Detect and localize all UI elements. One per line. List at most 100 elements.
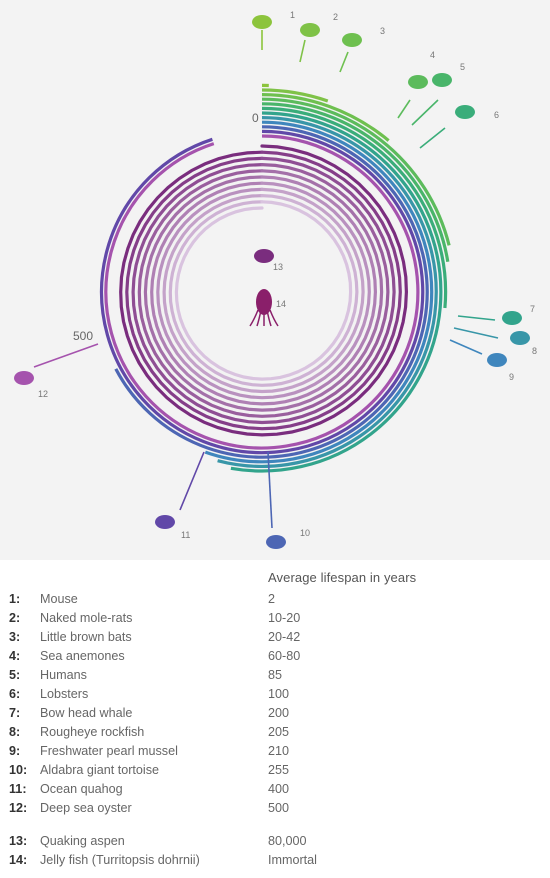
- legend-species-name: Jelly fish (Turritopsis dohrnii): [40, 853, 200, 867]
- lifespan-arcs: [99, 83, 451, 473]
- animal-icon-9: [487, 353, 507, 367]
- legend-species-name: Quaking aspen: [40, 834, 125, 848]
- legend-row: 9: Freshwater pearl mussel 210: [9, 742, 529, 760]
- lifespan-arc-7: [230, 111, 443, 473]
- legend-species-name: Bow head whale: [40, 706, 133, 720]
- legend-number: 7:: [9, 706, 21, 720]
- legend-species-name: Aldabra giant tortoise: [40, 763, 160, 777]
- data-label-9: 9: [509, 372, 514, 382]
- legend-row: 3: Little brown bats 20-42: [9, 628, 529, 646]
- jellyfish-tentacle: [266, 309, 272, 327]
- data-label-13: 13: [273, 262, 283, 272]
- tick-label-500: 500: [73, 329, 93, 343]
- lifespan-arc-10: [114, 125, 429, 459]
- legend-species-name: Freshwater pearl mussel: [40, 744, 178, 758]
- legend-lifespan-value: 210: [268, 744, 290, 758]
- legend-number: 4:: [9, 649, 21, 663]
- animal-icon-13: [254, 249, 274, 263]
- spiral-turn: [162, 187, 365, 394]
- spiral-turn: [150, 175, 378, 406]
- legend-row: 11: Ocean quahog 400: [9, 780, 529, 798]
- animal-icons: [14, 15, 530, 549]
- spiral-turn: [125, 150, 402, 431]
- animal-icon-3: [342, 33, 362, 47]
- leader-line-6: [419, 127, 446, 149]
- animal-icon-14: [256, 289, 272, 315]
- animal-icon-6: [455, 105, 475, 119]
- jellyfish-tentacle: [256, 309, 262, 327]
- legend-species-name: Mouse: [40, 592, 78, 606]
- legend-lifespan-value: 60-80: [268, 649, 301, 663]
- legend-lifespan-value: 255: [268, 763, 290, 777]
- legend-number: 11:: [9, 782, 27, 796]
- animal-icon-11: [155, 515, 175, 529]
- spiral-rings: [119, 144, 409, 437]
- legend-number: 10:: [9, 763, 28, 777]
- data-label-3: 3: [380, 26, 385, 36]
- leader-line-11: [179, 451, 205, 511]
- legend-row: 13: Quaking aspen 80,000: [9, 832, 529, 850]
- lifespan-arc-6: [261, 106, 448, 309]
- legend-lifespan-value: 400: [268, 782, 290, 796]
- data-label-14: 14: [276, 299, 286, 309]
- legend-row: 5: Humans 85: [9, 666, 529, 684]
- legend-number: 6:: [9, 687, 21, 701]
- data-label-5: 5: [460, 62, 465, 72]
- data-label-1: 1: [290, 10, 295, 20]
- legend-number: 2:: [9, 611, 21, 625]
- animal-icon-7: [502, 311, 522, 325]
- legend-species-name: Humans: [40, 668, 87, 682]
- lifespan-arc-2: [261, 88, 329, 103]
- leader-lines: [33, 30, 499, 529]
- legend-lifespan-value: 80,000: [268, 834, 307, 848]
- lifespan-arc-11: [99, 129, 425, 455]
- animal-icon-4: [408, 75, 428, 89]
- data-label-11: 11: [181, 530, 190, 540]
- lifespan-arc-12: [104, 134, 420, 450]
- legend-number: 14:: [9, 853, 28, 867]
- legend-lifespan-value: 500: [268, 801, 290, 815]
- legend: Average lifespan in years 1: Mouse 2 2: Nake…: [0, 560, 550, 878]
- legend-number: 8:: [9, 725, 21, 739]
- lifespan-arc-3: [261, 93, 390, 142]
- lifespan-arc-8: [217, 116, 438, 468]
- legend-number: 1:: [9, 592, 21, 606]
- tick-label-0: 0: [252, 111, 259, 125]
- legend-species-name: Deep sea oyster: [40, 801, 132, 815]
- spiral-turn: [168, 194, 359, 387]
- legend-row: 12: Deep sea oyster 500: [9, 799, 529, 817]
- chart-panel: 0 500 1 2 3 4 5 6 7 8 9 10 11 12 13 14: [0, 0, 550, 560]
- leader-line-9: [449, 339, 483, 355]
- leader-line-10: [267, 451, 273, 529]
- legend-lifespan-value: 10-20: [268, 611, 301, 625]
- lifespan-arc-4: [261, 97, 451, 246]
- animal-icon-12: [14, 371, 34, 385]
- jellyfish-tentacle: [269, 309, 279, 327]
- legend-number: 9:: [9, 744, 21, 758]
- data-label-4: 4: [430, 50, 435, 60]
- animal-icon-8: [510, 331, 530, 345]
- legend-lifespan-value: 205: [268, 725, 290, 739]
- leader-line-12: [33, 343, 99, 368]
- legend-lifespan-value: 100: [268, 687, 290, 701]
- jellyfish-tentacle: [249, 309, 259, 327]
- legend-row: 10: Aldabra giant tortoise 255: [9, 761, 529, 779]
- animal-icon-5: [432, 73, 452, 87]
- legend-number: 13:: [9, 834, 28, 848]
- legend-species-name: Sea anemones: [40, 649, 125, 663]
- legend-row: 14: Jelly fish (Turritopsis dohrnii) Immor…: [9, 851, 529, 869]
- legend-species-name: Lobsters: [40, 687, 89, 701]
- legend-lifespan-value: 2: [268, 592, 276, 606]
- leader-line-7: [457, 315, 496, 321]
- spiral-turn: [174, 200, 353, 381]
- legend-lifespan-value: 85: [268, 668, 283, 682]
- data-label-2: 2: [333, 12, 338, 22]
- animal-icon-10: [266, 535, 286, 549]
- legend-row: 6: Lobsters 100: [9, 685, 529, 703]
- legend-row: 8: Rougheye rockfish 205: [9, 723, 529, 741]
- leader-line-8: [453, 327, 499, 339]
- legend-header: Average lifespan in years: [268, 570, 417, 585]
- leader-line-4: [397, 99, 411, 119]
